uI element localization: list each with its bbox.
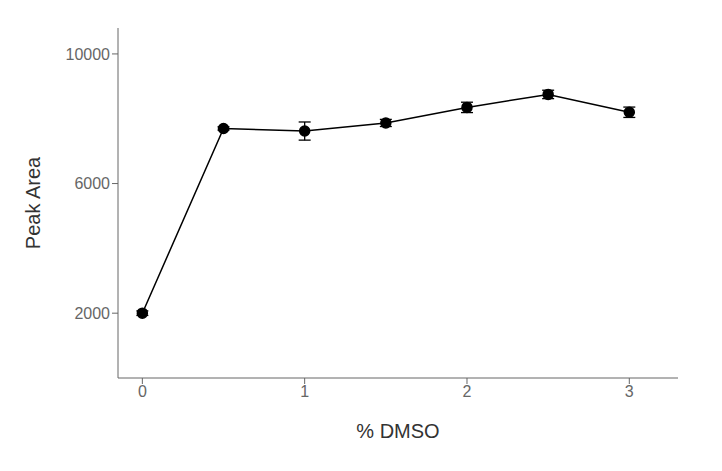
svg-text:3: 3 — [625, 383, 634, 400]
svg-text:2: 2 — [463, 383, 472, 400]
svg-text:6000: 6000 — [74, 175, 110, 192]
svg-text:10000: 10000 — [66, 46, 111, 63]
svg-text:0: 0 — [138, 383, 147, 400]
svg-text:% DMSO: % DMSO — [356, 420, 439, 442]
svg-text:2000: 2000 — [74, 305, 110, 322]
svg-text:1: 1 — [300, 383, 309, 400]
svg-text:Peak Area: Peak Area — [22, 156, 44, 249]
